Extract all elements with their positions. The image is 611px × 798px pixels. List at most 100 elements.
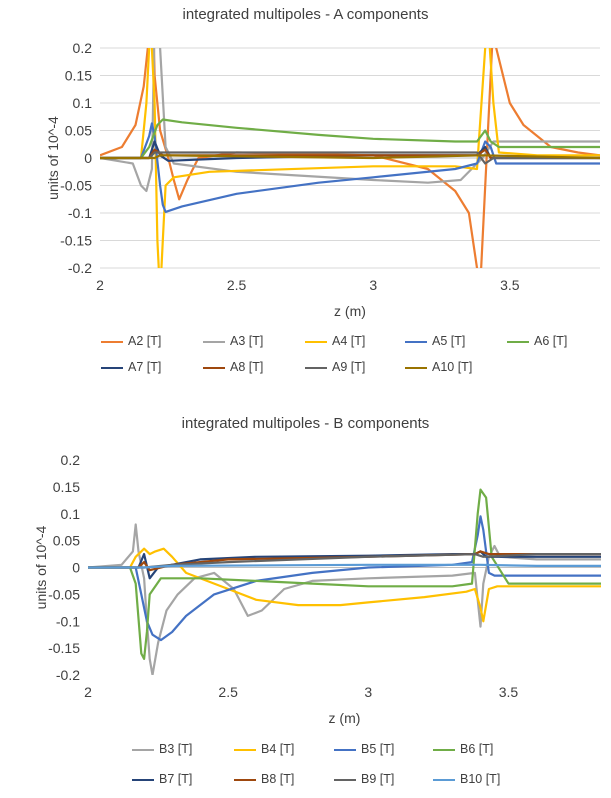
legend-item-b3: B3 [T] [132, 742, 192, 756]
series-line-b4 [88, 547, 601, 623]
y-tick-label: 0 [84, 150, 92, 166]
y-tick-label: 0.2 [61, 452, 81, 468]
legend-item-a8: A8 [T] [203, 360, 263, 374]
series-line-a10 [100, 154, 600, 160]
legend-swatch [132, 778, 154, 781]
chart-a: 0.2 0.15 0.1 0.05 0 -0.05 -0.1 -0.15 -0.22 2.5 3 3.… [45, 40, 600, 319]
x-tick-label: 2.5 [227, 277, 247, 293]
legend-swatch [132, 748, 154, 751]
legend-label: B10 [T] [460, 772, 501, 786]
legend-label: A6 [T] [534, 334, 568, 348]
legend-label: B7 [T] [159, 772, 193, 786]
legend-swatch [101, 340, 123, 343]
legend-item-a3: A3 [T] [203, 334, 263, 348]
legend-item-a6: A6 [T] [507, 334, 567, 348]
legend-label: A4 [T] [332, 334, 366, 348]
x-axis-label: z (m) [329, 710, 361, 726]
x-tick-label: 3.5 [499, 684, 519, 700]
legend-label: A2 [T] [128, 334, 162, 348]
legend-item-b10: B10 [T] [433, 772, 500, 786]
legend-swatch [234, 748, 256, 751]
legend-label: A8 [T] [230, 360, 264, 374]
legend-label: B3 [T] [159, 742, 193, 756]
x-axis-label: z (m) [334, 303, 366, 319]
legend-label: A10 [T] [432, 360, 473, 374]
legend-swatch [234, 778, 256, 781]
series-line-a4 [100, 48, 600, 268]
y-tick-label: -0.1 [68, 205, 92, 221]
legend-item-a5: A5 [T] [405, 334, 465, 348]
y-tick-label: 0.05 [53, 533, 80, 549]
legend-item-a2: A2 [T] [101, 334, 161, 348]
series-line-a5 [100, 122, 600, 213]
y-tick-label: 0.15 [65, 68, 92, 84]
x-tick-label: 2 [84, 684, 92, 700]
legend-item-a4: A4 [T] [305, 334, 365, 348]
legend-label: A5 [T] [432, 334, 466, 348]
y-axis-label: units of 10^-4 [33, 525, 49, 609]
legend-swatch [334, 748, 356, 751]
x-tick-label: 3.5 [500, 277, 520, 293]
series-line-b8 [88, 550, 601, 572]
chart-b-title: integrated multipoles - B components [181, 415, 430, 432]
legend-swatch [101, 366, 123, 369]
legend-item-b6: B6 [T] [433, 742, 493, 756]
legend-item-b8: B8 [T] [234, 772, 294, 786]
x-tick-label: 3 [364, 684, 372, 700]
legend-swatch [203, 366, 225, 369]
y-tick-label: -0.15 [48, 640, 80, 656]
series-line-a9 [100, 151, 600, 165]
series-line-a6 [100, 118, 600, 160]
series-lines [88, 488, 601, 675]
y-tick-label: 0 [72, 560, 80, 576]
y-tick-label: -0.2 [56, 667, 80, 683]
y-tick-label: 0.15 [53, 479, 80, 495]
legend-item-a9: A9 [T] [305, 360, 365, 374]
y-axis-label: units of 10^-4 [45, 116, 61, 200]
series-line-b6 [88, 488, 601, 660]
legend-label: A7 [T] [128, 360, 162, 374]
legend-label: B5 [T] [361, 742, 395, 756]
legend-swatch [203, 340, 225, 343]
legend-swatch [305, 366, 327, 369]
legend-label: A3 [T] [230, 334, 264, 348]
y-tick-label: -0.05 [60, 178, 92, 194]
y-tick-label: -0.15 [60, 233, 92, 249]
series-line-b10 [88, 563, 601, 569]
legend-swatch [305, 340, 327, 343]
chart-b: 0.2 0.15 0.1 0.05 0 -0.05 -0.1 -0.15 -0.22 2.5 3 3.… [33, 452, 601, 726]
x-tick-label: 3 [369, 277, 377, 293]
y-tick-label: 0.1 [73, 95, 93, 111]
chart-b-legend: B3 [T] B4 [T] B5 [T] B6 [T] B7 [T] B8 [T] B9 [… [0, 742, 611, 794]
legend-label: A9 [T] [332, 360, 366, 374]
y-tick-label: 0.2 [73, 40, 93, 56]
legend-swatch [433, 778, 455, 781]
y-tick-label: -0.05 [48, 586, 80, 602]
legend-swatch [405, 340, 427, 343]
y-tick-label: 0.05 [65, 123, 92, 139]
legend-swatch [507, 340, 529, 343]
chart-a-title: integrated multipoles - A components [182, 6, 429, 23]
legend-item-b9: B9 [T] [334, 772, 394, 786]
series-line-b5 [88, 515, 601, 642]
legend-item-a10: A10 [T] [405, 360, 472, 374]
y-tick-label: -0.2 [68, 260, 92, 276]
x-tick-label: 2 [96, 277, 104, 293]
x-tick-label: 2.5 [218, 684, 238, 700]
legend-label: B4 [T] [261, 742, 295, 756]
legend-label: B6 [T] [460, 742, 494, 756]
legend-label: B8 [T] [261, 772, 295, 786]
chart-a-legend: A2 [T] A3 [T] A4 [T] A5 [T] A6 [T] A7 [T] A8 [… [0, 334, 611, 386]
series-line-a2 [100, 48, 600, 268]
legend-swatch [433, 748, 455, 751]
series-line-b3 [88, 523, 601, 675]
legend-swatch [334, 778, 356, 781]
y-tick-label: 0.1 [61, 506, 81, 522]
legend-swatch [405, 366, 427, 369]
legend-item-b4: B4 [T] [234, 742, 294, 756]
legend-item-a7: A7 [T] [101, 360, 161, 374]
y-tick-label: -0.1 [56, 613, 80, 629]
series-lines [100, 48, 600, 268]
legend-label: B9 [T] [361, 772, 395, 786]
legend-item-b5: B5 [T] [334, 742, 394, 756]
